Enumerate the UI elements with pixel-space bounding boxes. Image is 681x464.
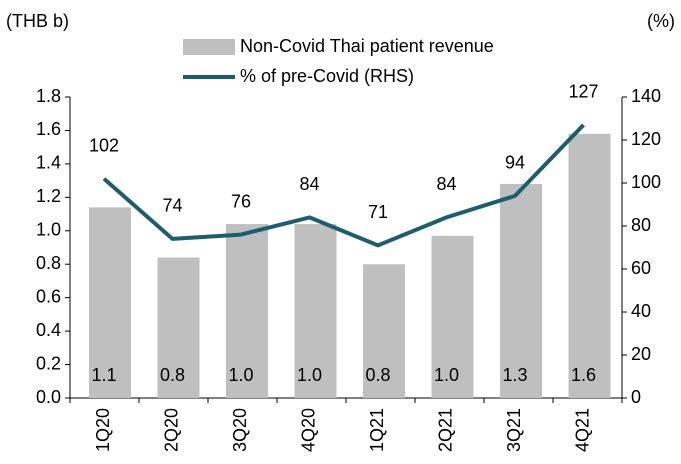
- y2-tick-label: 20: [631, 344, 651, 364]
- line-value-label: 94: [505, 153, 525, 173]
- bar: [89, 207, 131, 398]
- y-tick-label: 0.4: [36, 320, 61, 340]
- legend-label: % of pre-Covid (RHS): [240, 66, 414, 86]
- y-tick-label: 1.8: [36, 86, 61, 106]
- x-tick-label: 2Q21: [435, 408, 455, 452]
- y2-axis-title: (%): [647, 11, 675, 31]
- legend-label: Non-Covid Thai patient revenue: [240, 36, 494, 56]
- y2-tick-label: 60: [631, 258, 651, 278]
- y2-tick-label: 140: [631, 86, 661, 106]
- legend-swatch: [183, 39, 235, 55]
- y-tick-label: 1.4: [36, 153, 61, 173]
- y2-tick-label: 80: [631, 215, 651, 235]
- line-value-label: 102: [89, 135, 119, 155]
- bar: [568, 133, 611, 399]
- bar-value-label: 1.0: [228, 365, 253, 385]
- bar: [226, 224, 268, 398]
- y-tick-label: 0.6: [36, 286, 61, 306]
- line-value-label: 127: [568, 82, 598, 102]
- x-tick-label: 3Q20: [230, 408, 250, 452]
- x-tick-label: 4Q20: [298, 408, 318, 452]
- line-value-label: 76: [231, 191, 251, 211]
- bar-value-label: 1.1: [91, 365, 116, 385]
- bar: [294, 224, 337, 398]
- line-value-label: 71: [368, 202, 388, 222]
- bar: [363, 264, 405, 398]
- bar-value-label: 1.0: [297, 365, 322, 385]
- x-tick-label: 1Q20: [93, 408, 113, 452]
- y-tick-label: 0.8: [36, 253, 61, 273]
- bar-value-label: 1.6: [571, 365, 596, 385]
- x-tick-label: 2Q20: [161, 408, 181, 452]
- y2-tick-label: 120: [631, 129, 661, 149]
- line: [102, 123, 585, 248]
- bar-value-label: 0.8: [365, 365, 390, 385]
- bar: [431, 235, 474, 398]
- line-value-label: 84: [436, 174, 456, 194]
- y-tick-label: 0.0: [36, 387, 61, 407]
- y2-tick-label: 100: [631, 172, 661, 192]
- bar-value-label: 1.0: [434, 365, 459, 385]
- y-tick-label: 1.6: [36, 119, 61, 139]
- x-tick-label: 1Q21: [367, 408, 387, 452]
- y-tick-label: 1.0: [36, 220, 61, 240]
- bar: [500, 183, 542, 398]
- bar: [157, 257, 200, 398]
- bar-value-label: 0.8: [160, 365, 185, 385]
- y-axis-title: (THB b): [6, 11, 69, 31]
- bar-value-label: 1.3: [502, 365, 527, 385]
- line-value-label: 74: [162, 196, 182, 216]
- y2-tick-label: 0: [631, 387, 641, 407]
- x-tick-label: 3Q21: [504, 408, 524, 452]
- line-value-label: 84: [299, 174, 319, 194]
- x-tick-label: 4Q21: [572, 408, 592, 452]
- y2-tick-label: 40: [631, 301, 651, 321]
- y-tick-label: 1.2: [36, 186, 61, 206]
- y-tick-label: 0.2: [36, 353, 61, 373]
